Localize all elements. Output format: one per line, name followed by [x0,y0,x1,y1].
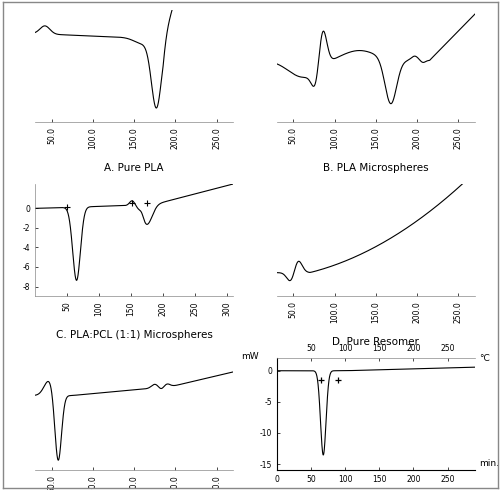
X-axis label: C. PLA:PCL (1:1) Microspheres: C. PLA:PCL (1:1) Microspheres [56,330,212,340]
X-axis label: B. PLA Microspheres: B. PLA Microspheres [323,163,428,172]
X-axis label: A. Pure PLA: A. Pure PLA [104,163,164,172]
Text: min.: min. [479,459,499,468]
Text: °C: °C [479,354,490,363]
X-axis label: D. Pure Resomer: D. Pure Resomer [332,337,420,347]
Text: mW: mW [241,352,259,362]
